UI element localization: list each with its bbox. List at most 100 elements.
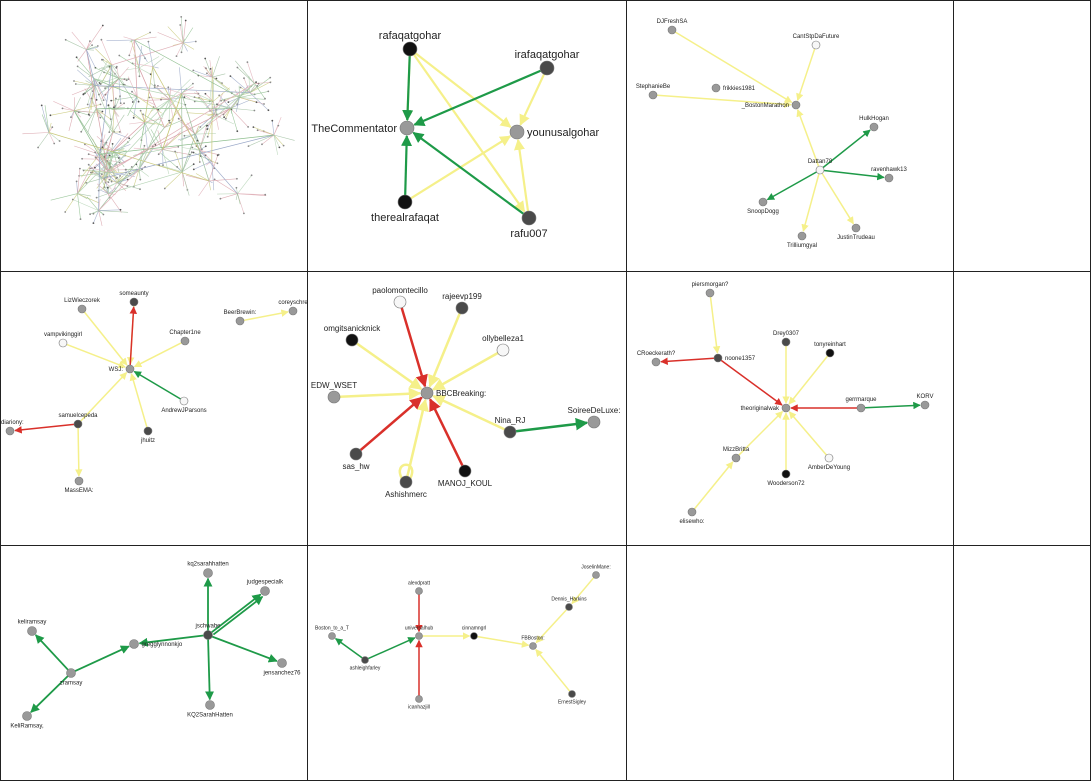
- node-rajeevp199[interactable]: [455, 301, 469, 315]
- node-rafaqatgohar[interactable]: [402, 41, 418, 57]
- node-jschwabe[interactable]: [203, 630, 213, 640]
- overview-edge: [157, 32, 184, 44]
- node-jhuitz[interactable]: [143, 426, 153, 436]
- overview-edge: [86, 45, 98, 50]
- mention-edge: [129, 373, 148, 428]
- node-rafu007[interactable]: [521, 210, 537, 226]
- node-ashleighfarley[interactable]: [361, 656, 369, 664]
- node-noone1357[interactable]: [713, 353, 723, 363]
- node-zramsay[interactable]: [66, 668, 76, 678]
- node-samuelcepeda[interactable]: [73, 419, 83, 429]
- overview-edge: [273, 134, 280, 148]
- node-keliramsay[interactable]: [27, 626, 37, 636]
- overview-node: [223, 99, 226, 102]
- node-judgespecialk[interactable]: [260, 586, 270, 596]
- overview-edge: [37, 132, 50, 148]
- node-omgitsanicknick[interactable]: [345, 333, 359, 347]
- node-wsj[interactable]: [125, 364, 135, 374]
- node-soireedeluxe[interactable]: [587, 415, 601, 429]
- node-dattan78[interactable]: [815, 165, 825, 175]
- node-ashishmerc[interactable]: [399, 475, 413, 489]
- node-croeckerath[interactable]: [651, 357, 661, 367]
- node-drey0307[interactable]: [781, 337, 791, 347]
- overview-node: [106, 186, 109, 189]
- node-stephaniebe[interactable]: [648, 90, 658, 100]
- overview-edge: [41, 114, 50, 133]
- node-andrewjparsons[interactable]: [179, 396, 189, 406]
- node-ernestsigley[interactable]: [568, 690, 576, 698]
- overview-edge: [94, 78, 97, 100]
- node-piersmorgan[interactable]: [705, 288, 715, 298]
- node-korv[interactable]: [920, 400, 930, 410]
- overview-edge: [86, 49, 96, 86]
- overview-node: [215, 77, 218, 80]
- overview-node: [64, 211, 67, 213]
- overview-node: [128, 172, 131, 175]
- node-beerbrewin[interactable]: [235, 316, 245, 326]
- node-edw-wset[interactable]: [327, 390, 341, 404]
- node-dennis-harkins[interactable]: [565, 603, 573, 611]
- node-paolomontecillo[interactable]: [393, 295, 407, 309]
- overview-node: [184, 19, 187, 22]
- node-eldiariony[interactable]: [5, 426, 15, 436]
- overview-node: [183, 134, 186, 137]
- node-theoriginalwak[interactable]: [781, 403, 791, 413]
- node-justintrudeau[interactable]: [851, 223, 861, 233]
- node-layer: DJFreshSA StephanieBe frikkies1981 CantStpD…: [636, 19, 908, 249]
- overview-edge: [112, 84, 115, 111]
- node-tonyreinhart[interactable]: [825, 348, 835, 358]
- overview-edge: [48, 122, 52, 133]
- node-keliramsay[interactable]: [22, 711, 32, 721]
- node-wooderson72[interactable]: [781, 469, 791, 479]
- node-manoj-koul[interactable]: [458, 464, 472, 478]
- node-gerrmarque[interactable]: [856, 403, 866, 413]
- node-kq2sarahhatten[interactable]: [203, 568, 213, 578]
- node-djfreshsa[interactable]: [667, 25, 677, 35]
- node-frikkies1981[interactable]: [711, 83, 721, 93]
- node-sas-hw[interactable]: [349, 447, 363, 461]
- node-coreyschre[interactable]: [288, 306, 298, 316]
- node-boston-to-a-t[interactable]: [328, 632, 336, 640]
- node-younusalgohar[interactable]: [509, 124, 525, 140]
- node-cantstpdafuture[interactable]: [811, 40, 821, 50]
- node--bostonmarathon[interactable]: [791, 100, 801, 110]
- network-graph-empty-2: [953, 271, 1091, 545]
- overview-edge: [203, 66, 213, 78]
- node-icanhazjill[interactable]: [415, 695, 423, 703]
- overview-node: [149, 73, 152, 76]
- node-universalhub[interactable]: [415, 632, 423, 640]
- node-lizwieczorek[interactable]: [77, 304, 87, 314]
- node-gregglynnonkjo[interactable]: [129, 639, 139, 649]
- node-nina-rj[interactable]: [503, 425, 517, 439]
- node-thecommentator[interactable]: [399, 120, 415, 136]
- node-ravenhawk13[interactable]: [884, 173, 894, 183]
- node-elisewho[interactable]: [687, 507, 697, 517]
- node-chapter1ne[interactable]: [180, 336, 190, 346]
- overview-node: [227, 101, 230, 103]
- overview-edge: [94, 78, 138, 97]
- node-hulkhogan[interactable]: [869, 122, 879, 132]
- node-joselinmane[interactable]: [592, 571, 600, 579]
- node-jensanchez76[interactable]: [277, 658, 287, 668]
- node-fbboston[interactable]: [529, 642, 537, 650]
- node-someaunty[interactable]: [129, 297, 139, 307]
- overview-edge: [64, 193, 78, 213]
- overview-edge: [273, 134, 278, 155]
- node-amberdeyoung[interactable]: [824, 453, 834, 463]
- overview-edge: [136, 96, 156, 106]
- overview-node: [126, 185, 129, 188]
- node-bbcbreaking[interactable]: [420, 386, 434, 400]
- node-massema[interactable]: [74, 476, 84, 486]
- node-ollybelleza1[interactable]: [496, 343, 510, 357]
- node-trilliumgyal[interactable]: [797, 231, 807, 241]
- node-alexdpratt[interactable]: [415, 587, 423, 595]
- network-graph-wsj: someaunty LizWieczorek coreyschre BeerBrewi…: [0, 291, 307, 494]
- node-cinnamngrl[interactable]: [470, 632, 478, 640]
- node-snoopdogg[interactable]: [758, 197, 768, 207]
- node-kq2sarahhatten[interactable]: [205, 700, 215, 710]
- node-therealrafaqat[interactable]: [397, 194, 413, 210]
- node-mizzbritta[interactable]: [731, 453, 741, 463]
- mention-edge: [519, 73, 545, 126]
- node-irafaqatgohar[interactable]: [539, 60, 555, 76]
- node-vampvikinggirl[interactable]: [58, 338, 68, 348]
